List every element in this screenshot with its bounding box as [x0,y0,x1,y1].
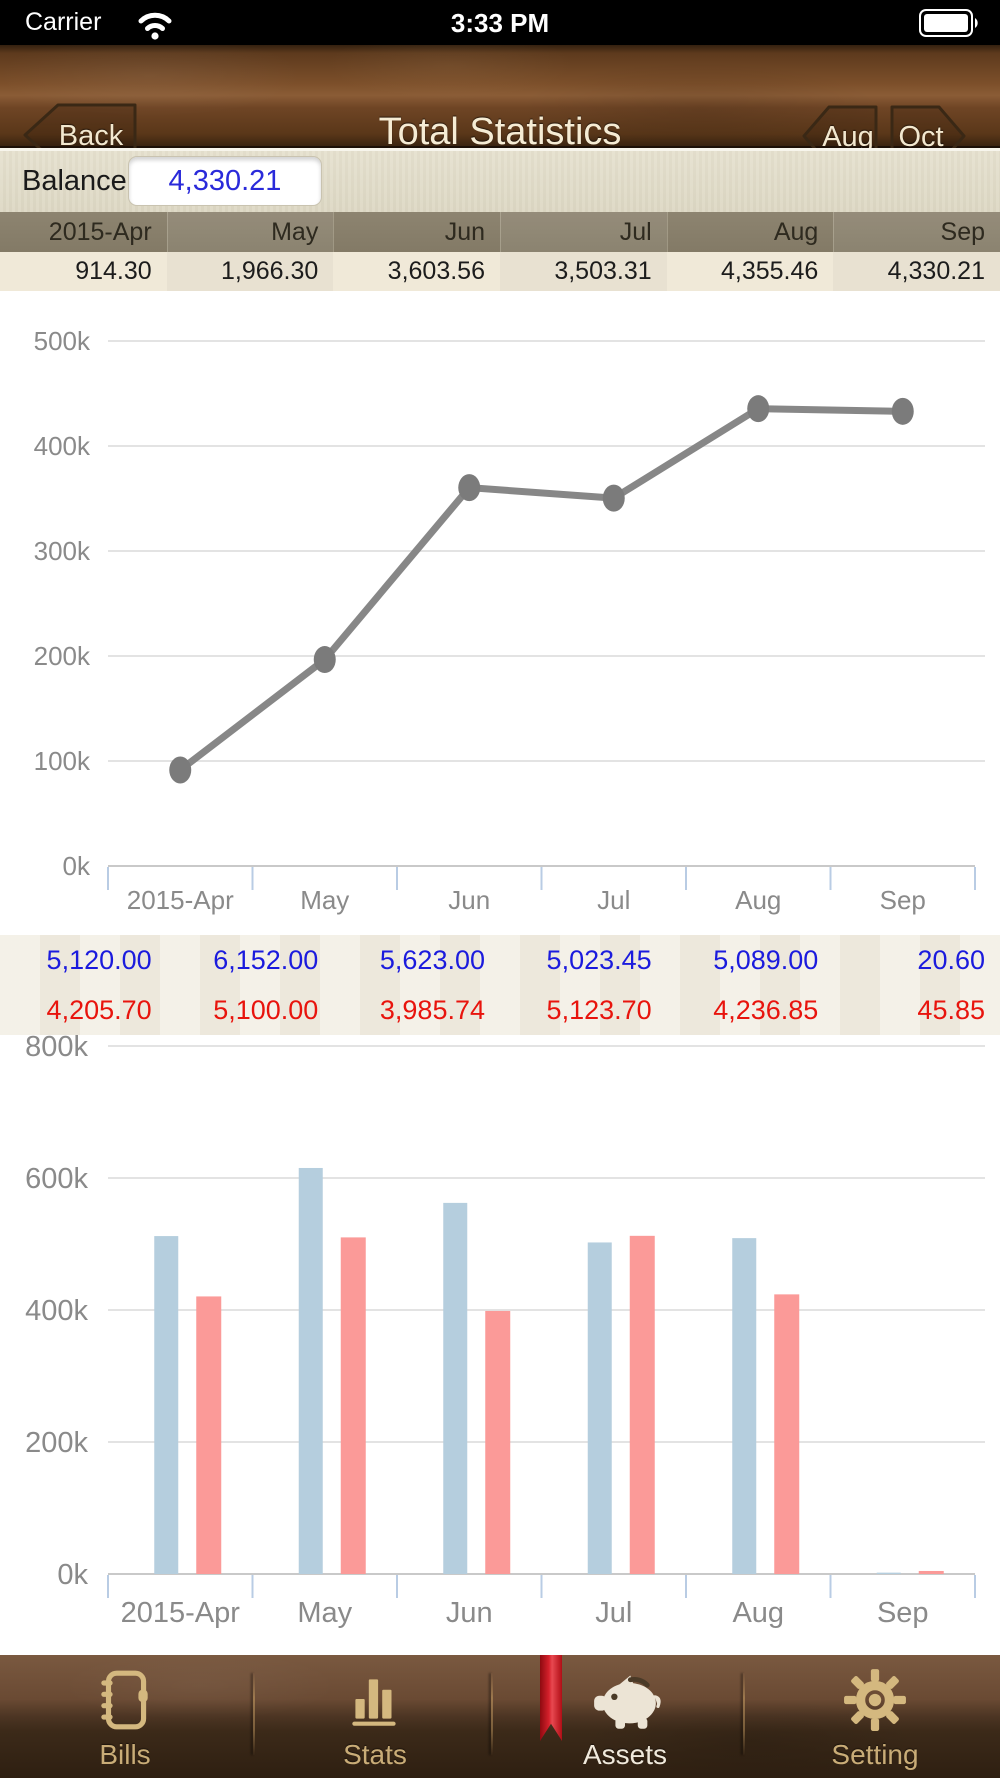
prev-month-label: Aug [822,121,874,153]
bar-chart-icon [250,1667,500,1738]
expense-cell: 5,123.70 [546,995,652,1025]
flow-table: 5,120.00 6,152.00 5,623.00 5,023.45 5,08… [0,935,1000,1035]
balance-label: Balance [22,165,127,197]
month-header-cell: Jul [500,212,667,252]
month-header-row: 2015-Apr May Jun Jul Aug Sep [0,212,1000,252]
svg-text:Jun: Jun [448,885,490,915]
balance-values-row: 914.30 1,966.30 3,603.56 3,503.31 4,355.… [0,252,1000,291]
income-expense-bar-chart: 0k 200k 400k 600k 800k 2015-Apr May Jun Jul Aug Se… [25,1035,985,1629]
income-cell: 20.60 [917,945,985,975]
notebook-icon [0,1667,250,1738]
svg-text:200k: 200k [25,1427,88,1459]
battery-icon [919,9,978,37]
svg-text:200k: 200k [34,641,91,671]
svg-text:May: May [297,1597,352,1629]
balance-value-cell: 914.30 [75,257,152,285]
month-header-cell: May [166,212,334,252]
svg-text:300k: 300k [34,536,91,566]
svg-text:Aug: Aug [732,1597,784,1629]
income-cell: 5,120.00 [46,945,152,975]
tab-divider [743,1673,745,1755]
balance-value-cell: 3,603.56 [387,257,485,285]
balance-line-chart: 0k 100k 200k 300k 400k 500k 2015-Apr May Jun Jul A… [34,326,985,915]
expense-cell: 4,236.85 [713,995,819,1025]
piggy-bank-icon [500,1667,750,1738]
wifi-icon [138,12,172,40]
svg-text:0k: 0k [63,851,91,881]
month-header-cell: Jun [333,212,500,252]
status-bar: Carrier 3:33 PM [0,0,1000,45]
svg-text:600k: 600k [25,1163,88,1195]
svg-text:2015-Apr: 2015-Apr [121,1597,241,1629]
tab-bills[interactable]: Bills [0,1655,250,1778]
expense-cell: 4,205.70 [46,995,152,1025]
expense-cell: 5,100.00 [213,995,319,1025]
month-header-cell: Aug [666,212,834,252]
balance-section: Balance 4,330.21 [0,148,1000,212]
tab-label: Stats [343,1739,407,1770]
month-header-cell: 2015-Apr [48,218,152,246]
svg-text:800k: 800k [25,1035,88,1063]
tab-assets[interactable]: Assets [500,1655,750,1778]
nav-bar: Total Statistics Back Aug Oct [0,45,1000,167]
income-cell: 6,152.00 [213,945,319,975]
svg-text:Sep: Sep [880,885,926,915]
tab-setting[interactable]: Setting [750,1655,1000,1778]
svg-text:500k: 500k [34,326,91,356]
month-header-cell: Sep [833,212,1000,252]
balance-value-cell: 1,966.30 [167,252,334,291]
income-row: 5,120.00 6,152.00 5,623.00 5,023.45 5,08… [0,935,1000,985]
svg-text:Jul: Jul [597,885,630,915]
carrier-label: Carrier [25,8,102,36]
svg-text:May: May [300,885,349,915]
tab-label: Setting [831,1739,919,1770]
svg-text:Sep: Sep [877,1597,929,1629]
tab-bar: Bills Stats [0,1655,1000,1778]
income-cell: 5,023.45 [546,945,652,975]
page-title: Total Statistics [378,111,622,153]
svg-text:Aug: Aug [735,885,781,915]
svg-text:0k: 0k [57,1559,88,1591]
tab-label: Assets [582,1739,668,1770]
tab-divider [491,1673,493,1755]
balance-value-cell: 3,503.31 [500,252,667,291]
svg-text:2015-Apr: 2015-Apr [127,885,234,915]
expense-cell: 3,985.74 [379,995,485,1025]
expense-row: 4,205.70 5,100.00 3,985.74 5,123.70 4,23… [0,985,1000,1035]
back-button-label: Back [58,120,124,152]
balance-input[interactable]: 4,330.21 [128,156,322,206]
tab-divider [253,1673,255,1755]
income-cell: 5,623.00 [379,945,485,975]
tab-label: Bills [99,1739,151,1770]
svg-text:100k: 100k [34,746,91,776]
tab-stats[interactable]: Stats [250,1655,500,1778]
expense-cell: 45.85 [917,995,985,1025]
balance-value-cell: 4,330.21 [833,252,1000,291]
gear-icon [750,1667,1000,1738]
income-cell: 5,089.00 [713,945,819,975]
svg-text:400k: 400k [25,1295,88,1327]
balance-value-cell: 4,355.46 [721,257,819,285]
svg-text:Jun: Jun [446,1597,493,1629]
svg-text:Jul: Jul [595,1597,632,1629]
svg-text:400k: 400k [34,431,91,461]
next-month-label: Oct [898,121,944,153]
clock: 3:33 PM [450,8,550,38]
active-tab-ribbon [540,1655,562,1741]
